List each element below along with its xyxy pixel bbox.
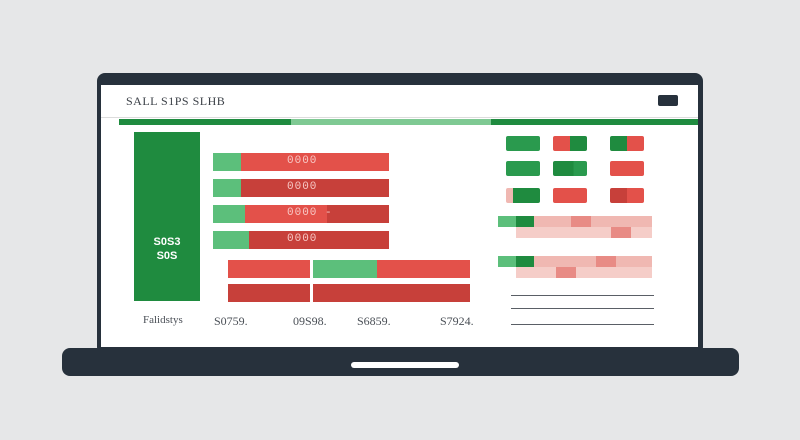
- summary-bar-2-red-b: [313, 284, 470, 302]
- heat-strip-2-cell: [498, 256, 516, 267]
- bar-row-4-red: [249, 231, 389, 249]
- summary-bar-1-red-a: [228, 260, 310, 278]
- footer-value-1: S0759.: [214, 314, 248, 328]
- laptop-trackpad-notch: [351, 362, 459, 368]
- heat-strip-1-cell: [571, 216, 591, 227]
- bar-row-1-red: [241, 153, 389, 171]
- tile-3-1[interactable]: [506, 188, 540, 203]
- summary-bar-1-red-b: [377, 260, 470, 278]
- bar-row-2-red: [241, 179, 389, 197]
- summary-bar-2[interactable]: [228, 284, 470, 302]
- bar-row-2-green: [213, 179, 241, 197]
- bar-row-1-green: [213, 153, 241, 171]
- tile-2-3[interactable]: [610, 161, 644, 176]
- bar-row-1[interactable]: 0000: [213, 153, 389, 171]
- sidebar-panel: S0S3 S0S: [134, 132, 200, 301]
- bar-row-1-label: 0000: [287, 155, 318, 167]
- divider-line-2: [511, 308, 654, 309]
- app-title: SALL S1PS SLHB: [126, 94, 226, 108]
- footer-value-4: S7924.: [440, 314, 474, 328]
- summary-bar-2-red-a: [228, 284, 310, 302]
- summary-bar-1-green: [313, 260, 377, 278]
- window-control-button[interactable]: [658, 95, 678, 106]
- heat-strip-2-cell: [556, 267, 576, 278]
- footer-value-2: 09S98.: [293, 314, 327, 328]
- heat-strip-2-cell: [596, 256, 616, 267]
- tile-1-3[interactable]: [610, 136, 644, 151]
- bar-row-3-red: [245, 205, 327, 223]
- tile-1-2[interactable]: [553, 136, 587, 151]
- tile-3-2[interactable]: [553, 188, 587, 203]
- heat-strip-1-cell: [534, 216, 652, 227]
- heat-strip-1-cell: [611, 227, 631, 238]
- bar-row-3-green: [213, 205, 245, 223]
- app-screen: SALL S1PS SLHB S0S3 S0S 0000 0000 0000 -…: [101, 85, 698, 347]
- bar-row-2-label: 0000: [287, 181, 318, 193]
- heat-strip-2-cell: [516, 267, 652, 278]
- bar-row-4[interactable]: 0000: [213, 231, 389, 249]
- tile-1-1[interactable]: [506, 136, 540, 151]
- bar-row-4-label: 0000: [287, 233, 318, 245]
- tile-2-2[interactable]: [553, 161, 587, 176]
- heat-strip-2-cell: [534, 256, 652, 267]
- tile-3-3[interactable]: [610, 188, 644, 203]
- heat-strip-1-cell: [498, 216, 516, 227]
- bar-row-3-red-dark: [327, 205, 389, 223]
- summary-bar-1[interactable]: [228, 260, 470, 278]
- bar-row-4-green: [213, 231, 249, 249]
- accent-bar-highlight: [291, 119, 491, 125]
- sidebar-value: S0S3 S0S: [153, 236, 181, 262]
- title-bar: SALL S1PS SLHB: [101, 85, 698, 118]
- divider-line-1: [511, 295, 654, 296]
- heat-strip-1-cell: [516, 227, 652, 238]
- tile-2-1[interactable]: [506, 161, 540, 176]
- heat-strip-1-cell: [516, 216, 534, 227]
- bar-row-3[interactable]: 0000 -: [213, 205, 389, 223]
- footer-label: Falidstys: [143, 314, 183, 326]
- footer-value-3: S6859.: [357, 314, 391, 328]
- divider-line-3: [511, 324, 654, 325]
- bar-row-2[interactable]: 0000: [213, 179, 389, 197]
- heat-strip-2-cell: [516, 256, 534, 267]
- bar-row-3-label: 0000 -: [287, 207, 333, 219]
